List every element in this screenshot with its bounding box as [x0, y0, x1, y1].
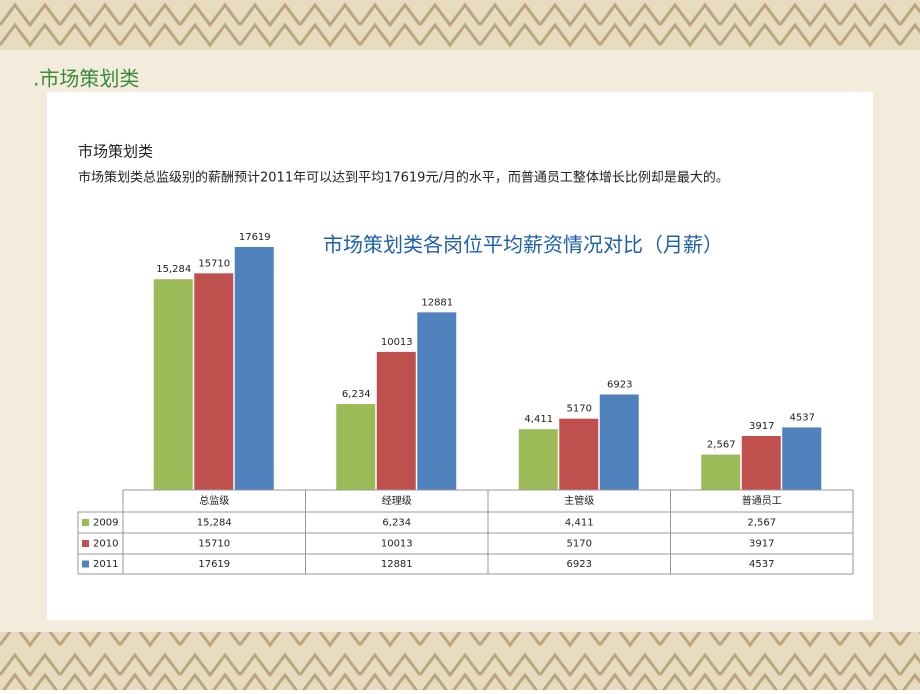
bar [559, 418, 599, 490]
category-label: 主管级 [564, 494, 594, 507]
data-label: 5170 [567, 404, 592, 415]
data-label: 10013 [381, 337, 413, 348]
bar [417, 312, 457, 490]
data-label: 6923 [607, 380, 632, 391]
description: 市场策划类总监级别的薪酬预计2011年可以达到平均17619元/月的水平，而普通… [78, 170, 729, 186]
table-cell: 15,284 [197, 518, 232, 529]
data-label: 3917 [749, 421, 774, 432]
bar [153, 279, 193, 490]
table-cell: 10013 [381, 539, 413, 550]
table-cell: 15710 [198, 539, 230, 550]
bar [701, 454, 741, 490]
legend-swatch [82, 519, 89, 526]
category-label: 经理级 [382, 494, 412, 507]
data-label: 2,567 [707, 440, 736, 451]
table-cell: 6,234 [382, 518, 411, 529]
bar [336, 404, 376, 490]
bar [518, 429, 558, 490]
data-label: 15,284 [156, 264, 191, 275]
category-label: 普通员工 [742, 494, 782, 507]
data-label: 4537 [790, 412, 815, 423]
legend-label: 2011 [93, 559, 118, 570]
table-cell: 6923 [567, 559, 592, 570]
bar [741, 435, 781, 490]
table-cell: 5170 [567, 539, 592, 550]
bar [376, 351, 416, 490]
slide-title: .市场策划类 [33, 67, 139, 91]
table-cell: 17619 [198, 559, 230, 570]
data-label: 4,411 [524, 414, 553, 425]
legend-label: 2009 [93, 518, 118, 529]
table-cell: 12881 [381, 559, 413, 570]
table-cell: 4537 [749, 559, 774, 570]
bar [599, 394, 639, 490]
legend-swatch [82, 540, 89, 547]
bottom-border [0, 632, 920, 690]
table-cell: 2,567 [747, 518, 776, 529]
data-label: 15710 [198, 258, 230, 269]
legend-swatch [82, 560, 89, 568]
data-label: 12881 [421, 297, 453, 308]
bar [782, 427, 822, 490]
table-cell: 3917 [749, 539, 774, 550]
chart-title: 市场策划类各岗位平均薪资情况对比（月薪） [323, 233, 723, 257]
top-border [0, 0, 920, 50]
category-label: 总监级 [199, 494, 229, 507]
bar [234, 247, 274, 490]
data-label: 6,234 [342, 389, 371, 400]
data-label: 17619 [239, 232, 271, 243]
legend-label: 2010 [93, 539, 118, 550]
heading: 市场策划类 [78, 143, 153, 161]
table-cell: 4,411 [565, 518, 594, 529]
bar [194, 273, 234, 490]
